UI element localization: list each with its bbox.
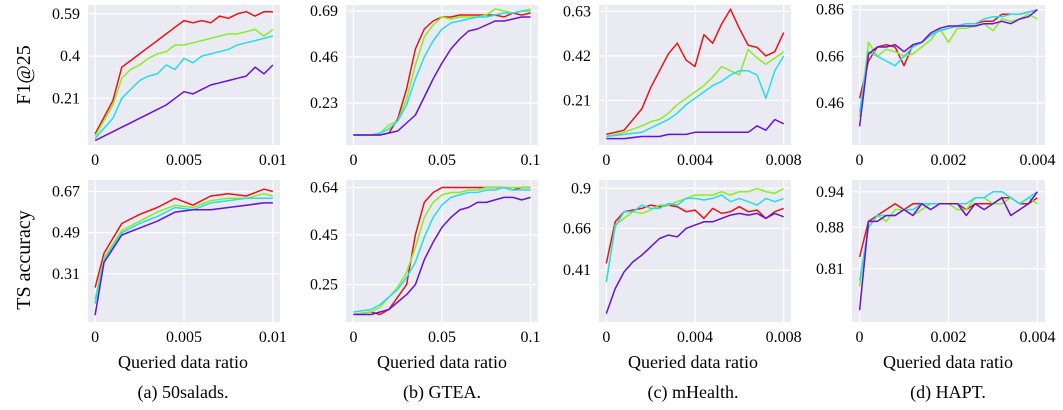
y-tick-label: 0.88 [816, 219, 844, 236]
series-line-purple [353, 16, 531, 136]
series-line-green [858, 13, 1038, 118]
x-tick-label: 0.002 [931, 152, 967, 169]
panel-d1: 0 0.002 0.004 0.46 0.66 0.86 [816, 2, 1055, 169]
x-tick-label: 0.004 [677, 152, 713, 169]
x-tick-label: 0.01 [259, 329, 287, 346]
series-line-red [94, 188, 274, 288]
x-tick-label: 0.1 [521, 152, 541, 169]
x-tick-label: 0.008 [766, 329, 802, 346]
y-tick-label: 0.66 [816, 48, 844, 65]
series-line-green [606, 48, 785, 138]
xlabel-a: Queried data ratio [118, 352, 248, 372]
y-tick-label: 0.21 [563, 92, 591, 109]
y-tick-label: 0.4 [60, 48, 80, 65]
series-line-cyan [858, 8, 1038, 113]
panel-b2: 0 0.05 0.1 0.25 0.45 0.64 [310, 179, 541, 346]
series-line-cyan [353, 10, 531, 136]
panel-c2: 0 0.004 0.008 0.41 0.66 0.9 [563, 180, 802, 346]
x-tick-label: 0 [349, 152, 357, 169]
x-tick-label: 0.05 [428, 152, 456, 169]
series-line-green [94, 192, 274, 300]
panel-b1: 0 0.05 0.1 0.23 0.46 0.69 [310, 3, 541, 169]
y-tick-label: 0.64 [310, 179, 338, 196]
x-tick-label: 0.004 [1019, 152, 1055, 169]
y-tick-label: 0.94 [816, 184, 844, 201]
panel-a2: 0 0.005 0.01 0.31 0.49 0.67 [52, 180, 287, 346]
series-line-purple [858, 191, 1039, 311]
series-line-purple [605, 212, 784, 314]
y-tick-label: 0.46 [816, 95, 844, 112]
x-tick-label: 0.01 [259, 152, 287, 169]
x-tick-label: 0.004 [677, 329, 713, 346]
series-line-red [606, 8, 785, 136]
row-label-ts-accuracy: TS accuracy [13, 210, 35, 309]
series-line-cyan [606, 55, 785, 138]
y-tick-label: 0.81 [816, 261, 844, 278]
y-tick-label: 0.25 [310, 277, 338, 294]
x-tick-label: 0 [349, 329, 357, 346]
series-line-cyan [94, 35, 274, 139]
series-line-purple [94, 202, 273, 316]
y-tick-label: 0.41 [563, 262, 591, 279]
series-line-cyan [353, 186, 531, 313]
series-line-green [605, 187, 785, 283]
series-line-red [94, 10, 273, 135]
caption-a: (a) 50salads. [138, 382, 229, 403]
caption-d: (d) HAPT. [910, 382, 986, 403]
series-line-purple [606, 118, 785, 140]
xlabel-b: Queried data ratio [377, 352, 507, 372]
series-line-purple [353, 196, 531, 316]
y-tick-label: 0.86 [816, 2, 844, 19]
series-line-red [353, 12, 531, 136]
x-tick-label: 0.005 [166, 152, 202, 169]
y-tick-label: 0.31 [52, 266, 80, 283]
xlabel-c: Queried data ratio [628, 352, 758, 372]
y-tick-label: 0.23 [310, 95, 338, 112]
x-tick-label: 0 [856, 152, 864, 169]
x-tick-label: 0.005 [166, 329, 202, 346]
series-line-cyan [94, 197, 273, 304]
x-tick-label: 0 [602, 329, 610, 346]
series-line-cyan [605, 194, 784, 283]
x-tick-label: 0.1 [521, 329, 541, 346]
x-tick-label: 0 [91, 329, 99, 346]
series-line-purple [94, 64, 274, 142]
y-tick-label: 0.42 [563, 48, 591, 65]
y-tick-label: 0.67 [52, 183, 80, 200]
y-tick-label: 0.46 [310, 49, 338, 66]
x-tick-label: 0.002 [931, 329, 967, 346]
caption-b: (b) GTEA. [403, 382, 481, 403]
xlabel-d: Queried data ratio [883, 352, 1013, 372]
x-tick-label: 0 [856, 329, 864, 346]
series-line-green [353, 8, 531, 136]
panels-container: 0 0.005 0.01 0.21 0.4 0.59 0 0.05 0.1 0.23 0.46 0.6… [52, 2, 1055, 346]
series-line-green [94, 28, 274, 137]
x-tick-label: 0.004 [1019, 329, 1055, 346]
y-tick-label: 0.21 [52, 90, 80, 107]
y-tick-label: 0.45 [310, 227, 338, 244]
x-tick-label: 0.05 [428, 329, 456, 346]
series-line-purple [858, 9, 1038, 127]
y-tick-label: 0.66 [563, 220, 591, 237]
y-tick-label: 0.63 [563, 3, 591, 20]
panel-d2: 0 0.002 0.004 0.81 0.88 0.94 [816, 180, 1055, 346]
y-tick-label: 0.69 [310, 3, 338, 20]
x-tick-label: 0.008 [766, 152, 802, 169]
x-tick-label: 0 [602, 152, 610, 169]
y-tick-label: 0.59 [52, 6, 80, 23]
row-label-f1: F1@25 [13, 45, 35, 105]
panel-a1: 0 0.005 0.01 0.21 0.4 0.59 [52, 5, 287, 169]
y-tick-label: 0.49 [52, 225, 80, 242]
caption-c: (c) mHealth. [648, 382, 739, 403]
panel-c1: 0 0.004 0.008 0.21 0.42 0.63 [563, 3, 802, 169]
y-tick-label: 0.9 [571, 180, 591, 197]
x-tick-label: 0 [91, 152, 99, 169]
